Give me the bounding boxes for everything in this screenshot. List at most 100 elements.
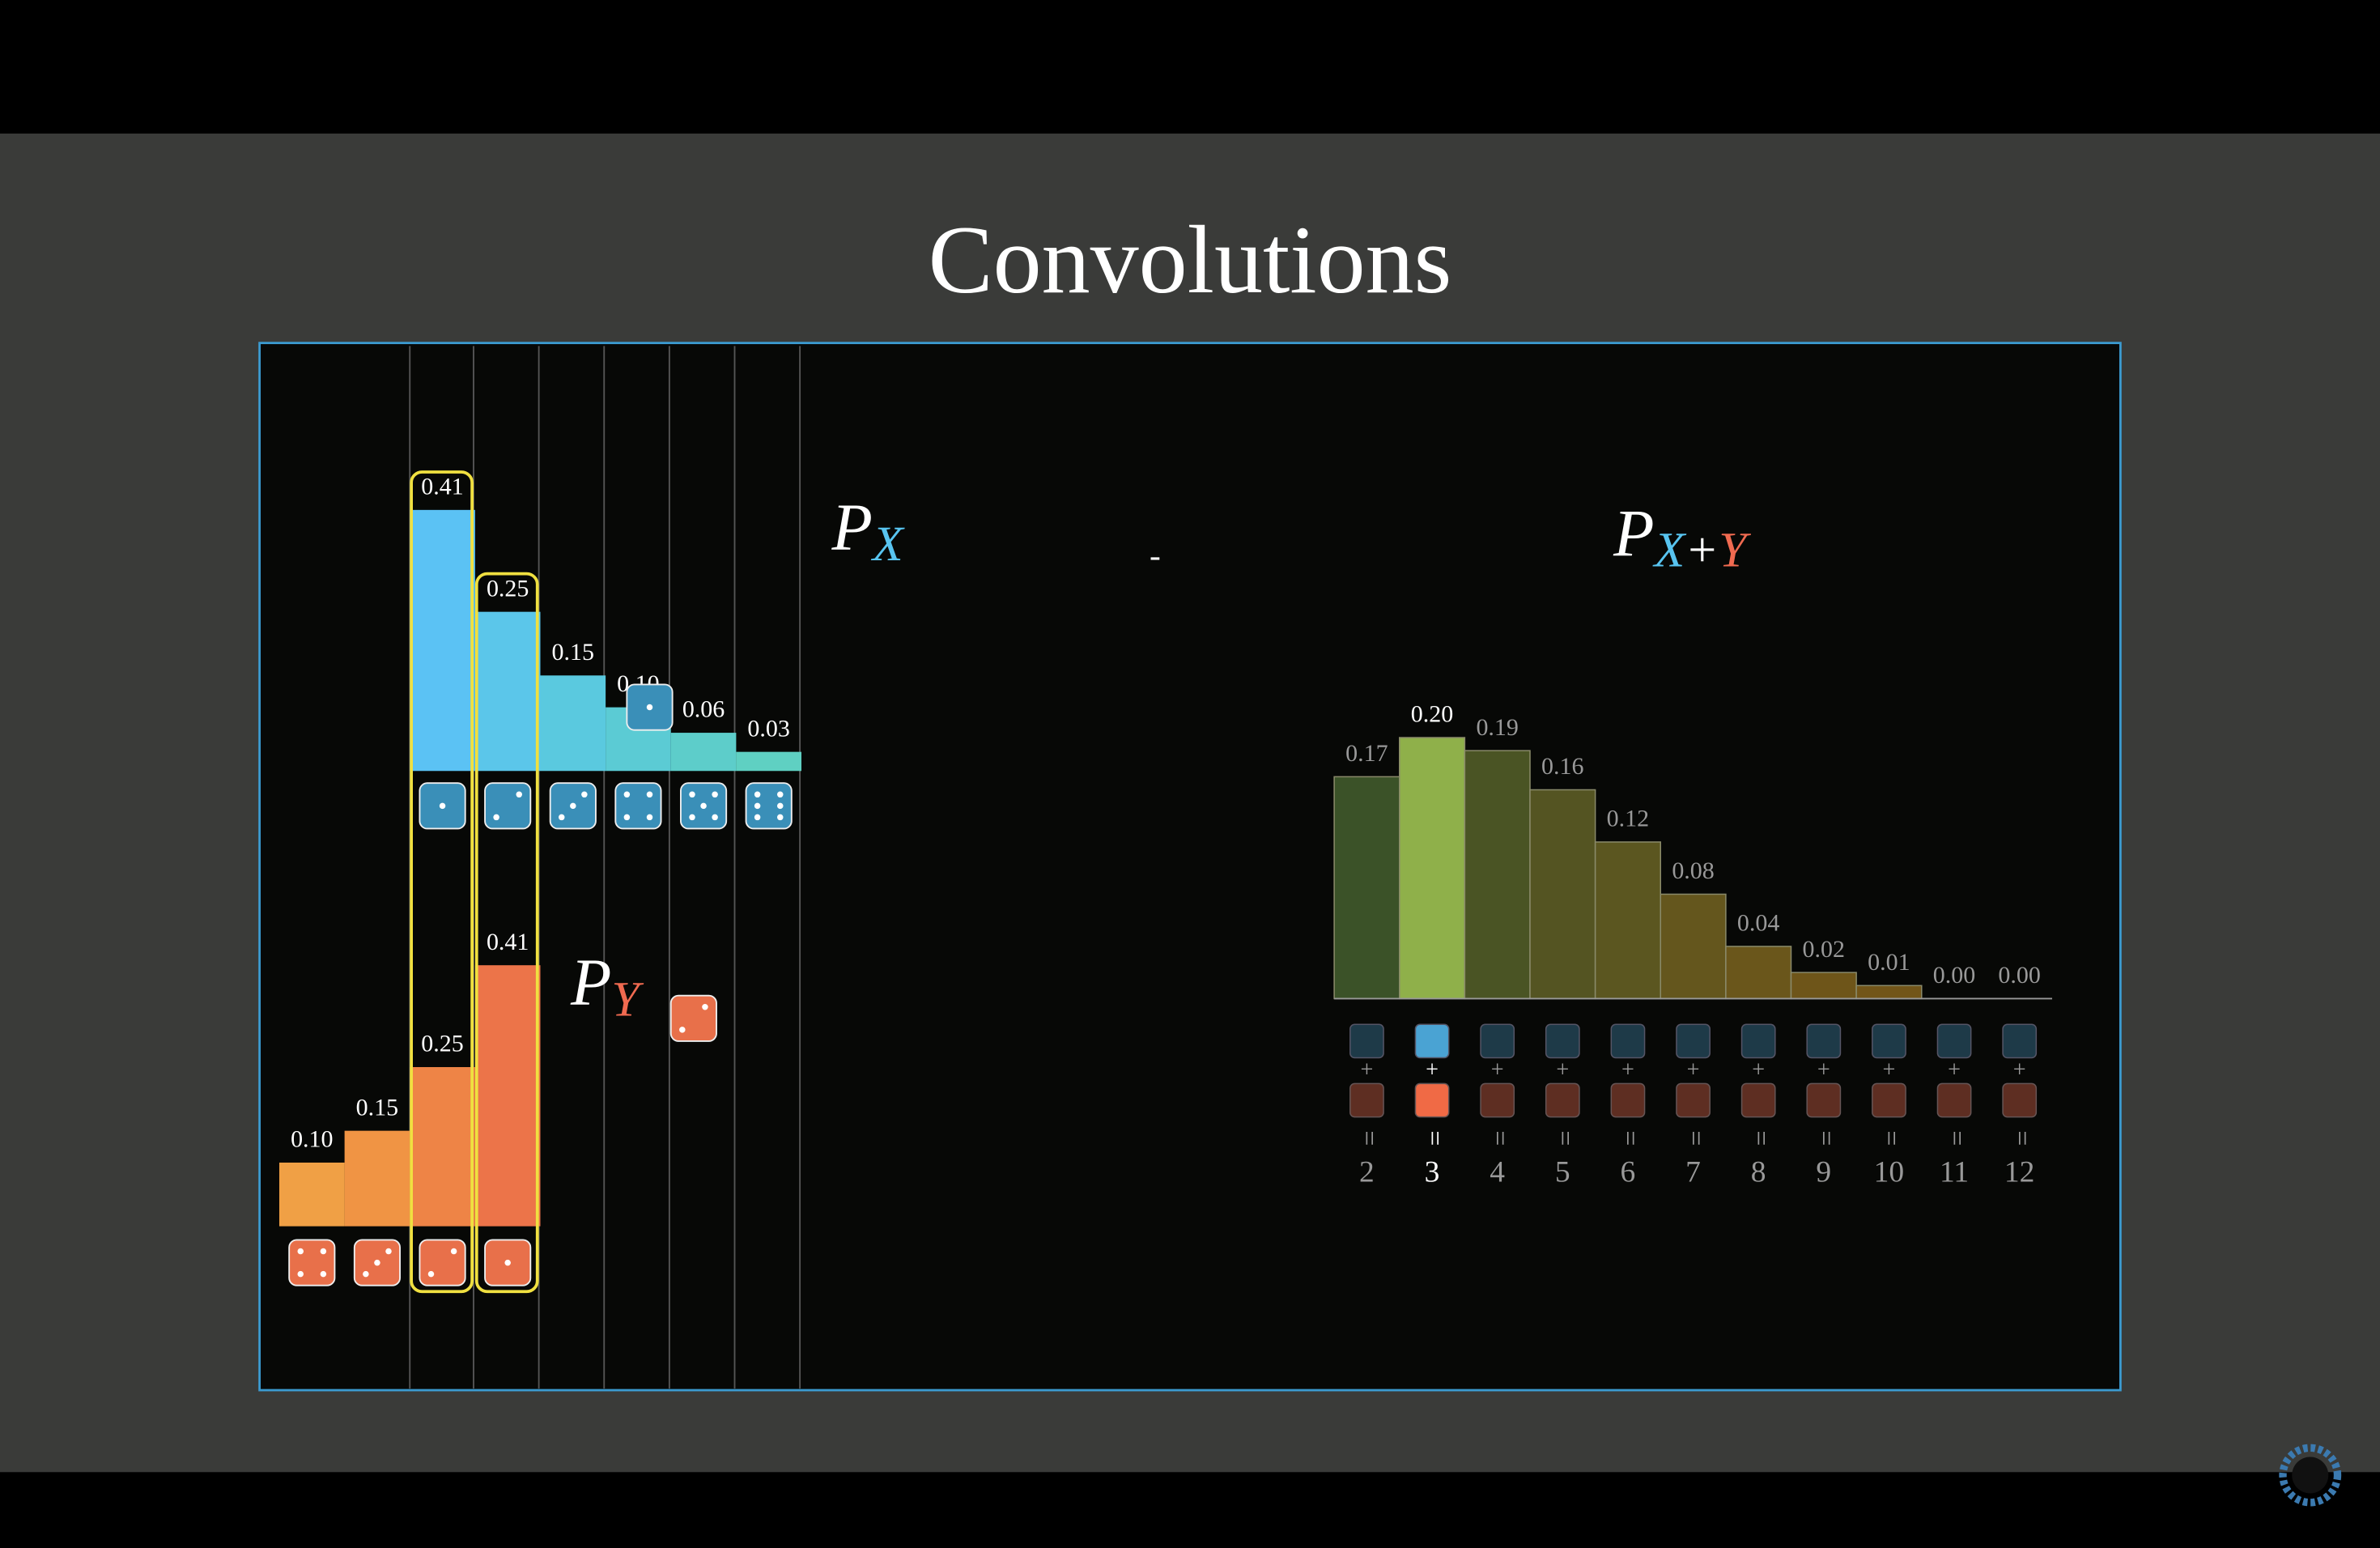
die-pip (689, 814, 695, 821)
value-label: 0.19 (1476, 714, 1518, 741)
bar (1855, 985, 1923, 1000)
value-label: 0.12 (1607, 806, 1649, 832)
die-pip (689, 791, 695, 798)
bar (670, 733, 737, 772)
summand-y (1545, 1082, 1580, 1118)
die-pip (374, 1259, 380, 1266)
die (614, 782, 662, 830)
die-pip (646, 704, 653, 711)
plus-sign: + (1621, 1057, 1634, 1082)
die-pip (623, 814, 631, 821)
die-pip (320, 1248, 327, 1255)
die-pip (559, 814, 565, 821)
bar (474, 965, 541, 1227)
summand-y (1349, 1082, 1384, 1118)
bar (1790, 972, 1857, 1000)
bar (1529, 789, 1596, 1000)
die-pip (712, 791, 718, 798)
value-label: 0.10 (291, 1126, 333, 1153)
summand-x (1936, 1023, 1972, 1059)
summand-y (1480, 1082, 1515, 1118)
x-tick-label: 7 (1685, 1155, 1701, 1189)
x-tick-label: 10 (1874, 1155, 1904, 1189)
value-label: 0.15 (356, 1094, 398, 1121)
bar (1399, 737, 1466, 1000)
x-tick-label: 3 (1425, 1155, 1440, 1189)
die-pip (754, 802, 761, 810)
bar (1725, 946, 1792, 1000)
equals-sign: = (1485, 1130, 1515, 1146)
die-pip (493, 814, 499, 821)
die-pip (297, 1270, 304, 1278)
die-pip (427, 1270, 435, 1278)
die-pip (712, 814, 718, 821)
x-tick-label: 5 (1555, 1155, 1570, 1189)
spinner-center (2292, 1457, 2329, 1494)
equals-sign: = (1876, 1130, 1906, 1146)
die-pip (297, 1248, 304, 1255)
distribution-label: PX+Y (1613, 496, 1751, 577)
plus-sign: + (1817, 1057, 1830, 1082)
value-label: 0.04 (1737, 910, 1779, 937)
die-pip (439, 802, 446, 810)
equals-sign: = (2007, 1130, 2037, 1146)
die-pip (581, 791, 588, 798)
die-pip (363, 1270, 369, 1278)
video-frame-inner (258, 342, 2122, 1392)
label-subscript: Y (611, 972, 644, 1027)
equals-sign: = (1419, 1130, 1449, 1146)
die (288, 1239, 336, 1286)
title: Convolutions (929, 206, 1452, 313)
summand-y (1610, 1082, 1646, 1118)
x-tick-label: 9 (1816, 1155, 1831, 1189)
x-tick-label: 4 (1490, 1155, 1505, 1189)
value-label: 0.00 (1933, 962, 1975, 989)
plus-sign: + (1361, 1057, 1374, 1082)
value-label: 0.41 (421, 473, 463, 500)
bar (736, 751, 801, 772)
highlight-box (474, 572, 539, 1294)
summand-x (1676, 1023, 1711, 1059)
x-tick-label: 11 (1940, 1155, 1969, 1189)
loading-spinner (2279, 1444, 2342, 1507)
label-subscript: Y (1719, 523, 1751, 578)
equals-sign: = (1745, 1130, 1775, 1146)
die-pip (777, 791, 784, 798)
summand-y (1806, 1082, 1842, 1118)
bar (1660, 893, 1727, 1000)
summand-x (1480, 1023, 1515, 1059)
die-pip (385, 1248, 392, 1255)
distribution-label: PX (831, 491, 904, 572)
plus-sign: + (1687, 1057, 1700, 1082)
summand-y (2002, 1082, 2038, 1118)
die-pip (754, 791, 761, 798)
x-tick-label: 6 (1621, 1155, 1636, 1189)
value-label: 0.20 (1411, 701, 1453, 728)
die-pip (570, 802, 576, 810)
summand-x (2002, 1023, 2038, 1059)
value-label: 0.01 (1868, 949, 1910, 976)
summand-x (1806, 1023, 1842, 1059)
value-label: 0.08 (1672, 857, 1714, 884)
bar (1333, 776, 1400, 1000)
value-label: 0.25 (421, 1031, 463, 1057)
summand-y (1936, 1082, 1972, 1118)
die-pip (646, 791, 653, 798)
die (669, 994, 717, 1042)
value-label: 0.00 (1998, 962, 2040, 989)
die-pip (702, 1003, 708, 1010)
bar (540, 675, 606, 772)
bar (1464, 750, 1531, 1000)
value-label: 0.41 (487, 929, 529, 955)
die (419, 1239, 466, 1286)
annotation: - (1150, 536, 1161, 573)
die-pip (777, 802, 784, 810)
value-label: 0.03 (747, 715, 789, 742)
die-pip (504, 1259, 511, 1266)
summand-x (1872, 1023, 1906, 1059)
bar (474, 611, 541, 772)
plus-sign: + (1426, 1057, 1439, 1082)
plus-sign: + (2013, 1057, 2026, 1082)
summand-y (1740, 1082, 1776, 1118)
